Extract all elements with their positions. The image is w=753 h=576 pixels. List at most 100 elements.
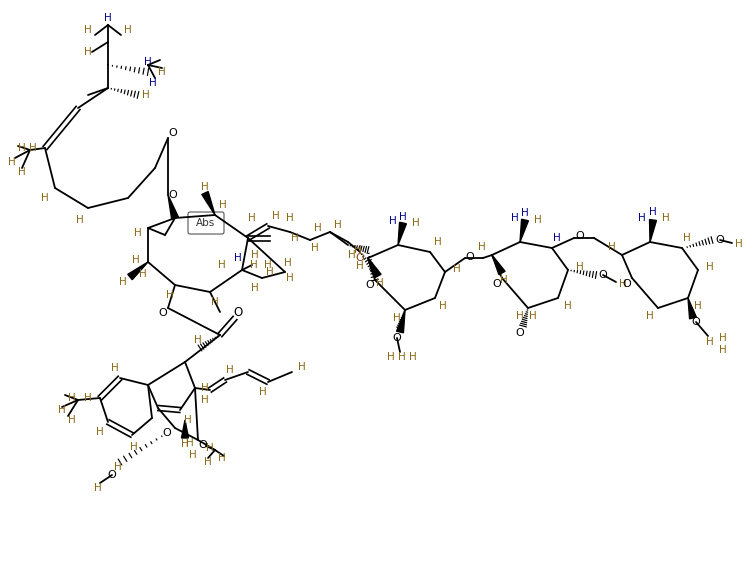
Text: H: H xyxy=(266,267,274,277)
Text: O: O xyxy=(623,279,631,289)
Text: H: H xyxy=(251,250,259,260)
Text: H: H xyxy=(453,264,461,274)
FancyBboxPatch shape xyxy=(188,212,224,234)
Text: H: H xyxy=(132,255,140,265)
Text: H: H xyxy=(84,393,92,403)
Text: H: H xyxy=(286,273,294,283)
Text: H: H xyxy=(387,352,395,362)
Text: H: H xyxy=(184,415,192,425)
Text: H: H xyxy=(84,47,92,57)
Text: H: H xyxy=(719,333,727,343)
Text: O: O xyxy=(169,128,178,138)
Text: H: H xyxy=(68,415,76,425)
Text: H: H xyxy=(124,25,132,35)
Polygon shape xyxy=(650,219,657,242)
Text: H: H xyxy=(194,335,202,345)
Text: H: H xyxy=(284,258,292,268)
Text: H: H xyxy=(68,393,76,403)
Text: O: O xyxy=(492,279,501,289)
Text: H: H xyxy=(206,443,214,453)
Text: H: H xyxy=(619,279,627,289)
Text: O: O xyxy=(108,470,117,480)
Text: H: H xyxy=(409,352,417,362)
Text: H: H xyxy=(18,143,26,153)
Text: H: H xyxy=(134,228,142,238)
Text: O: O xyxy=(366,280,374,290)
Text: H: H xyxy=(553,233,561,243)
Polygon shape xyxy=(398,222,407,245)
Text: H: H xyxy=(646,311,654,321)
Text: H: H xyxy=(376,278,384,288)
Text: H: H xyxy=(226,365,234,375)
Text: H: H xyxy=(311,243,319,253)
Text: H: H xyxy=(662,213,670,223)
Text: Abs: Abs xyxy=(197,218,215,228)
Text: O: O xyxy=(575,231,584,241)
Text: H: H xyxy=(130,442,138,452)
Text: H: H xyxy=(18,167,26,177)
Text: H: H xyxy=(576,262,584,272)
Text: H: H xyxy=(478,242,486,252)
Text: H: H xyxy=(649,207,657,217)
Text: O: O xyxy=(691,317,700,327)
Text: H: H xyxy=(434,237,442,247)
Text: H: H xyxy=(76,215,84,225)
Polygon shape xyxy=(520,219,529,242)
Text: H: H xyxy=(706,337,714,347)
Text: O: O xyxy=(199,440,207,450)
Text: H: H xyxy=(608,242,616,252)
Text: H: H xyxy=(398,352,406,362)
Text: H: H xyxy=(393,313,401,323)
Text: O: O xyxy=(465,252,474,262)
Text: H: H xyxy=(719,345,727,355)
Text: H: H xyxy=(119,277,127,287)
Text: H: H xyxy=(94,483,102,493)
Text: H: H xyxy=(204,457,212,467)
Text: H: H xyxy=(84,25,92,35)
Text: H: H xyxy=(201,182,209,192)
Text: O: O xyxy=(169,190,178,200)
Text: H: H xyxy=(218,260,226,270)
Text: H: H xyxy=(521,208,529,218)
Text: H: H xyxy=(166,290,174,300)
Text: O: O xyxy=(392,333,401,343)
Text: H: H xyxy=(29,143,37,153)
Text: H: H xyxy=(286,213,294,223)
Text: H: H xyxy=(139,269,147,279)
Text: H: H xyxy=(500,275,508,285)
Text: H: H xyxy=(334,220,342,230)
Text: H: H xyxy=(706,262,714,272)
Polygon shape xyxy=(397,310,405,333)
Text: H: H xyxy=(149,78,157,88)
Polygon shape xyxy=(181,420,188,438)
Text: O: O xyxy=(599,270,608,280)
Text: H: H xyxy=(158,67,166,77)
Text: H: H xyxy=(439,301,447,311)
Text: O: O xyxy=(516,328,524,338)
Text: H: H xyxy=(189,450,197,460)
Polygon shape xyxy=(202,192,215,215)
Text: H: H xyxy=(234,253,242,263)
Text: H: H xyxy=(144,57,152,67)
Text: O: O xyxy=(715,235,724,245)
Text: H: H xyxy=(529,311,537,321)
Polygon shape xyxy=(168,195,178,219)
Text: H: H xyxy=(356,261,364,271)
Text: H: H xyxy=(201,383,209,393)
Text: H: H xyxy=(638,213,646,223)
Text: H: H xyxy=(412,218,420,228)
Text: O: O xyxy=(355,253,364,263)
Text: H: H xyxy=(298,362,306,372)
Text: H: H xyxy=(8,157,16,167)
Text: H: H xyxy=(142,90,150,100)
Text: H: H xyxy=(250,260,258,270)
Text: H: H xyxy=(534,215,542,225)
Text: H: H xyxy=(111,363,119,373)
Text: H: H xyxy=(104,13,112,23)
Text: H: H xyxy=(96,427,104,437)
Text: H: H xyxy=(251,283,259,293)
Text: H: H xyxy=(516,311,524,321)
Text: H: H xyxy=(399,212,407,222)
Text: H: H xyxy=(389,216,397,226)
Text: H: H xyxy=(114,462,122,472)
